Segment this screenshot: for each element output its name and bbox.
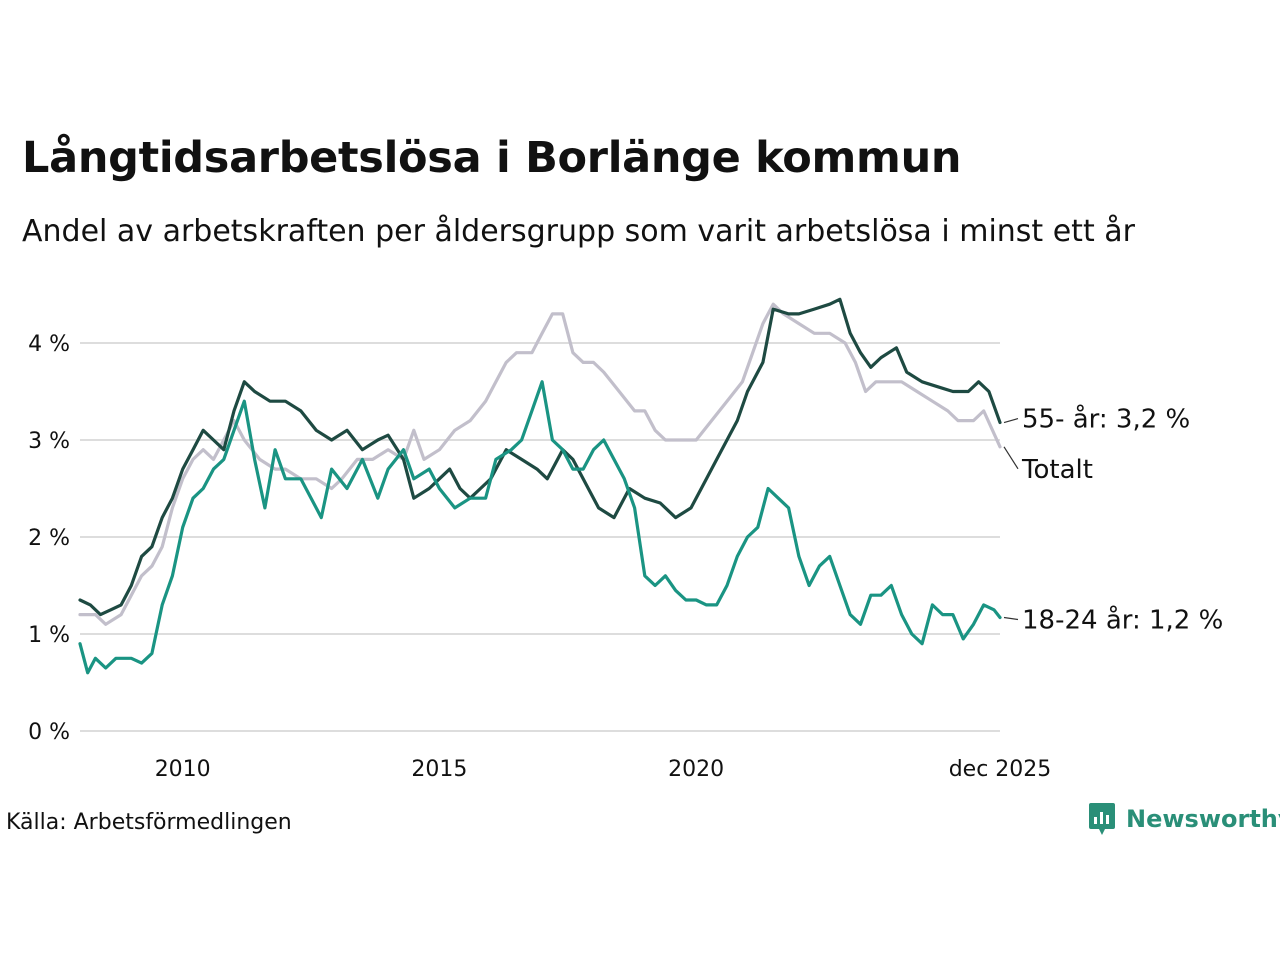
end-label-18-24: 18-24 år: 1,2 % bbox=[1022, 605, 1223, 636]
x-tick-label: 2020 bbox=[668, 757, 724, 782]
source-note: Källa: Arbetsförmedlingen bbox=[6, 810, 292, 835]
newsworthy-logo[interactable]: Newsworthy bbox=[1088, 802, 1280, 836]
chart-title: Långtidsarbetslösa i Borlänge kommun bbox=[22, 133, 962, 183]
series-line-55-plus bbox=[78, 297, 1002, 617]
y-tick-label: 1 % bbox=[28, 623, 70, 648]
end-label-55-plus-leader bbox=[1003, 417, 1019, 424]
y-tick-label: 0 % bbox=[28, 720, 70, 745]
end-label-18-24-leader bbox=[1003, 616, 1019, 621]
x-tick-label: 2015 bbox=[411, 757, 467, 782]
end-label-totalt: Totalt bbox=[1021, 455, 1093, 485]
y-tick-label: 3 % bbox=[28, 429, 70, 454]
newsworthy-logo-text: Newsworthy bbox=[1126, 805, 1280, 833]
label-layer: Totalt 55- år: 3,2 % 18-24 år: 1,2 % bbox=[1003, 404, 1223, 636]
chart-subtitle: Andel av arbetskraften per åldersgrupp s… bbox=[22, 214, 1135, 249]
end-label-totalt-leader bbox=[1003, 446, 1019, 470]
x-tick-label: 2010 bbox=[155, 757, 211, 782]
axis-layer: 0 % 1 % 2 % 3 % 4 % 2010 2015 2020 dec 2025 bbox=[28, 332, 1051, 782]
x-tick-label: dec 2025 bbox=[949, 757, 1052, 782]
y-tick-label: 4 % bbox=[28, 332, 70, 357]
series-layer bbox=[78, 297, 1002, 675]
series-line-18-24 bbox=[78, 380, 1002, 675]
series-line-totalt bbox=[78, 302, 1002, 626]
y-tick-label: 2 % bbox=[28, 526, 70, 551]
newsworthy-logo-icon bbox=[1089, 803, 1115, 835]
grid-layer bbox=[80, 342, 1000, 732]
end-label-55-plus: 55- år: 3,2 % bbox=[1022, 404, 1190, 435]
